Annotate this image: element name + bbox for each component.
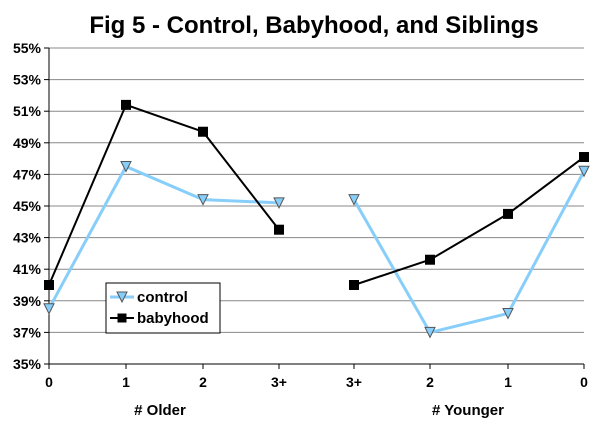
x-tick-label: 1 [122, 374, 130, 390]
y-tick-label: 43% [13, 230, 42, 246]
legend-box [105, 282, 221, 334]
y-tick-label: 53% [13, 72, 42, 88]
y-tick-label: 37% [13, 324, 42, 340]
point-babyhood [121, 99, 131, 110]
point-control [502, 307, 514, 320]
series-line-control [47, 165, 280, 310]
legend-label-babyhood: babyhood [137, 310, 209, 327]
y-axis-ticks: 35% 37% 39% 41% 43% 45% 47% 49% 51% 53% 55% [13, 40, 49, 372]
point-control [273, 197, 285, 209]
y-tick-label: 45% [13, 198, 42, 214]
series-layer [43, 99, 590, 339]
x-tick-label: 3+ [271, 374, 287, 390]
y-tick-label: 49% [13, 135, 42, 151]
x-tick-label: 2 [199, 374, 207, 390]
y-tick-label: 55% [13, 40, 42, 56]
point-babyhood [349, 280, 359, 290]
point-babyhood [425, 254, 435, 265]
point-babyhood [198, 126, 208, 137]
chart-title: Fig 5 - Control, Babyhood, and Siblings [89, 12, 538, 39]
point-control [578, 165, 590, 178]
legend: control babyhood [105, 282, 221, 334]
point-control [348, 194, 360, 206]
x-tick-label: 3+ [346, 374, 362, 390]
point-control [120, 161, 132, 173]
legend-marker-control [116, 291, 128, 304]
point-control [43, 303, 55, 315]
y-tick-label: 35% [13, 356, 42, 372]
x-axis-title: # Older [134, 402, 186, 419]
point-babyhood [579, 152, 589, 163]
legend-label-control: control [137, 289, 188, 306]
x-axis-ticks: 0 1 2 3+ 3+ 2 1 0 [45, 364, 588, 390]
x-axis-titles: # Older # Younger [134, 402, 504, 419]
point-control [197, 194, 209, 206]
x-tick-label: 1 [504, 374, 512, 390]
x-tick-label: 2 [426, 374, 434, 390]
y-tick-label: 41% [13, 261, 42, 277]
y-tick-label: 39% [13, 293, 42, 309]
legend-marker-babyhood [117, 313, 127, 323]
x-tick-label: 0 [45, 374, 53, 390]
series-line-babyhood [48, 103, 280, 286]
y-tick-label: 47% [13, 166, 42, 182]
point-babyhood [44, 280, 54, 290]
x-axis-title: # Younger [432, 402, 504, 419]
x-tick-label: 0 [580, 374, 588, 390]
point-control [424, 326, 436, 339]
series-line-babyhood [353, 156, 585, 286]
point-babyhood [503, 208, 513, 219]
point-babyhood [274, 224, 284, 235]
y-tick-label: 51% [13, 103, 42, 119]
series-line-control [352, 170, 586, 334]
